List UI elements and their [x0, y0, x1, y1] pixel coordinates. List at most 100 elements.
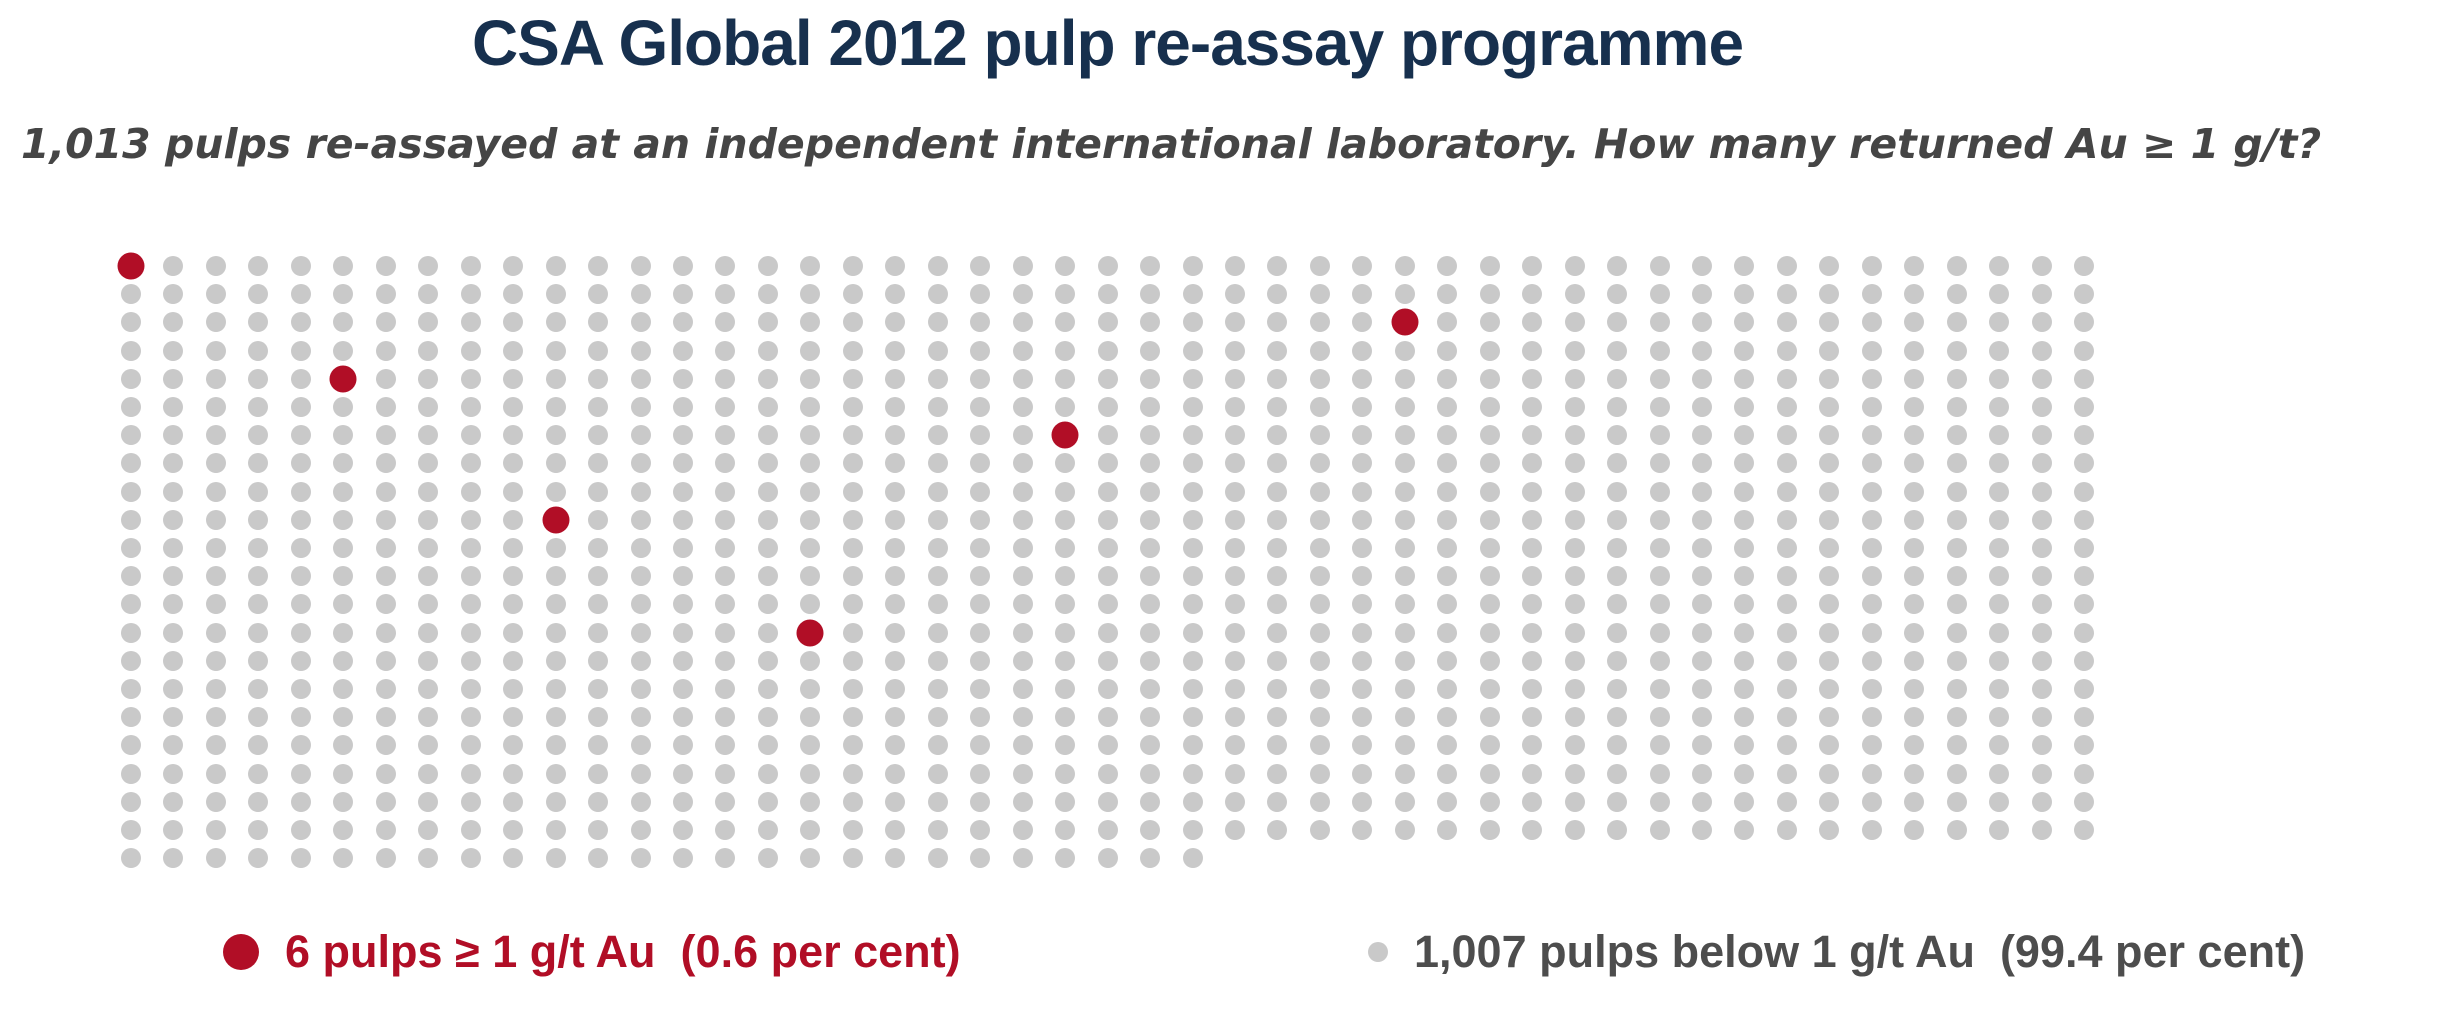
dot-below-threshold	[630, 340, 651, 361]
dot-below-threshold	[2031, 622, 2052, 643]
dot-below-threshold	[290, 735, 311, 756]
dot-below-threshold	[970, 312, 991, 333]
dot-below-threshold	[163, 763, 184, 784]
dot-below-threshold	[1140, 820, 1161, 840]
dot-below-threshold	[1479, 481, 1500, 502]
dot-below-threshold	[1564, 820, 1585, 840]
dot-below-threshold	[1479, 707, 1500, 728]
dot-below-threshold	[460, 679, 481, 699]
dot-below-threshold	[1182, 820, 1203, 840]
dot-below-threshold	[1352, 538, 1373, 558]
dot-below-threshold	[418, 256, 439, 276]
dot-below-threshold	[1394, 650, 1415, 671]
dot-below-threshold	[205, 650, 226, 671]
dot-below-threshold	[545, 763, 566, 784]
dot-below-threshold	[290, 509, 311, 530]
dot-below-threshold	[630, 650, 651, 671]
dot-below-threshold	[885, 566, 906, 587]
dot-below-threshold	[1012, 425, 1033, 446]
dot-below-threshold	[163, 791, 184, 812]
dot-below-threshold	[1097, 848, 1118, 869]
dot-below-threshold	[588, 284, 609, 305]
dot-below-threshold	[630, 284, 651, 305]
dot-below-threshold	[1861, 707, 1882, 728]
dot-below-threshold	[1055, 368, 1076, 389]
dot-below-threshold	[1352, 594, 1373, 615]
dot-below-threshold	[1267, 368, 1288, 389]
dot-below-threshold	[1946, 284, 1967, 305]
dot-below-threshold	[1946, 340, 1967, 361]
dot-below-threshold	[842, 509, 863, 530]
dot-below-threshold	[1140, 312, 1161, 333]
dot-below-threshold	[1267, 763, 1288, 784]
dot-below-threshold	[1692, 340, 1713, 361]
dot-below-threshold	[1819, 256, 1840, 276]
dot-below-threshold	[1224, 425, 1245, 446]
dot-below-threshold	[1904, 453, 1925, 474]
dot-below-threshold	[970, 791, 991, 812]
dot-below-threshold	[290, 707, 311, 728]
dot-below-threshold	[1819, 735, 1840, 756]
dot-below-threshold	[1946, 820, 1967, 840]
dot-below-threshold	[1607, 397, 1628, 417]
dot-below-threshold	[1352, 679, 1373, 699]
dot-below-threshold	[1946, 312, 1967, 333]
dot-below-threshold	[715, 707, 736, 728]
dot-below-threshold	[630, 256, 651, 276]
dot-below-threshold	[1352, 340, 1373, 361]
dot-below-threshold	[1564, 397, 1585, 417]
dot-below-threshold	[927, 763, 948, 784]
dot-below-threshold	[970, 622, 991, 643]
dot-below-threshold	[1097, 368, 1118, 389]
dot-below-threshold	[1309, 707, 1330, 728]
dot-below-threshold	[1776, 453, 1797, 474]
dot-below-threshold	[418, 566, 439, 587]
dot-below-threshold	[503, 679, 524, 699]
dot-below-threshold	[163, 453, 184, 474]
dot-below-threshold	[1904, 481, 1925, 502]
dot-below-threshold	[715, 481, 736, 502]
dot-below-threshold	[248, 707, 269, 728]
dot-below-threshold	[1861, 425, 1882, 446]
dot-below-threshold	[375, 679, 396, 699]
dot-below-threshold	[2031, 679, 2052, 699]
dot-below-threshold	[1267, 650, 1288, 671]
dot-below-threshold	[1352, 453, 1373, 474]
dot-below-threshold	[630, 509, 651, 530]
dot-below-threshold	[757, 368, 778, 389]
dot-below-threshold	[1224, 622, 1245, 643]
dot-below-threshold	[1352, 791, 1373, 812]
dot-below-threshold	[1776, 650, 1797, 671]
dot-below-threshold	[800, 791, 821, 812]
dot-below-threshold	[333, 481, 354, 502]
dot-below-threshold	[121, 848, 141, 869]
dot-below-threshold	[1437, 397, 1458, 417]
dot-below-threshold	[1055, 679, 1076, 699]
dot-below-threshold	[927, 594, 948, 615]
dot-below-threshold	[1692, 566, 1713, 587]
dot-below-threshold	[1776, 820, 1797, 840]
dot-below-threshold	[333, 566, 354, 587]
dot-below-threshold	[842, 368, 863, 389]
dot-below-threshold	[2074, 566, 2095, 587]
dot-below-threshold	[290, 312, 311, 333]
legend-item-above-threshold: 6 pulps ≥ 1 g/t Au (0.6 per cent)	[223, 926, 961, 977]
dot-below-threshold	[121, 538, 141, 558]
dot-below-threshold	[1012, 368, 1033, 389]
dot-below-threshold	[121, 707, 141, 728]
dot-below-threshold	[205, 707, 226, 728]
dot-below-threshold	[1012, 791, 1033, 812]
dot-below-threshold	[1819, 820, 1840, 840]
dot-below-threshold	[2074, 312, 2095, 333]
dot-below-threshold	[2074, 509, 2095, 530]
dot-below-threshold	[1309, 594, 1330, 615]
dot-below-threshold	[545, 368, 566, 389]
dot-below-threshold	[418, 650, 439, 671]
dot-below-threshold	[1097, 509, 1118, 530]
dot-below-threshold	[248, 735, 269, 756]
dot-below-threshold	[630, 735, 651, 756]
dot-below-threshold	[1649, 340, 1670, 361]
dot-below-threshold	[1861, 622, 1882, 643]
chart-title: CSA Global 2012 pulp re-assay programme	[471, 7, 1744, 79]
dot-below-threshold	[885, 312, 906, 333]
